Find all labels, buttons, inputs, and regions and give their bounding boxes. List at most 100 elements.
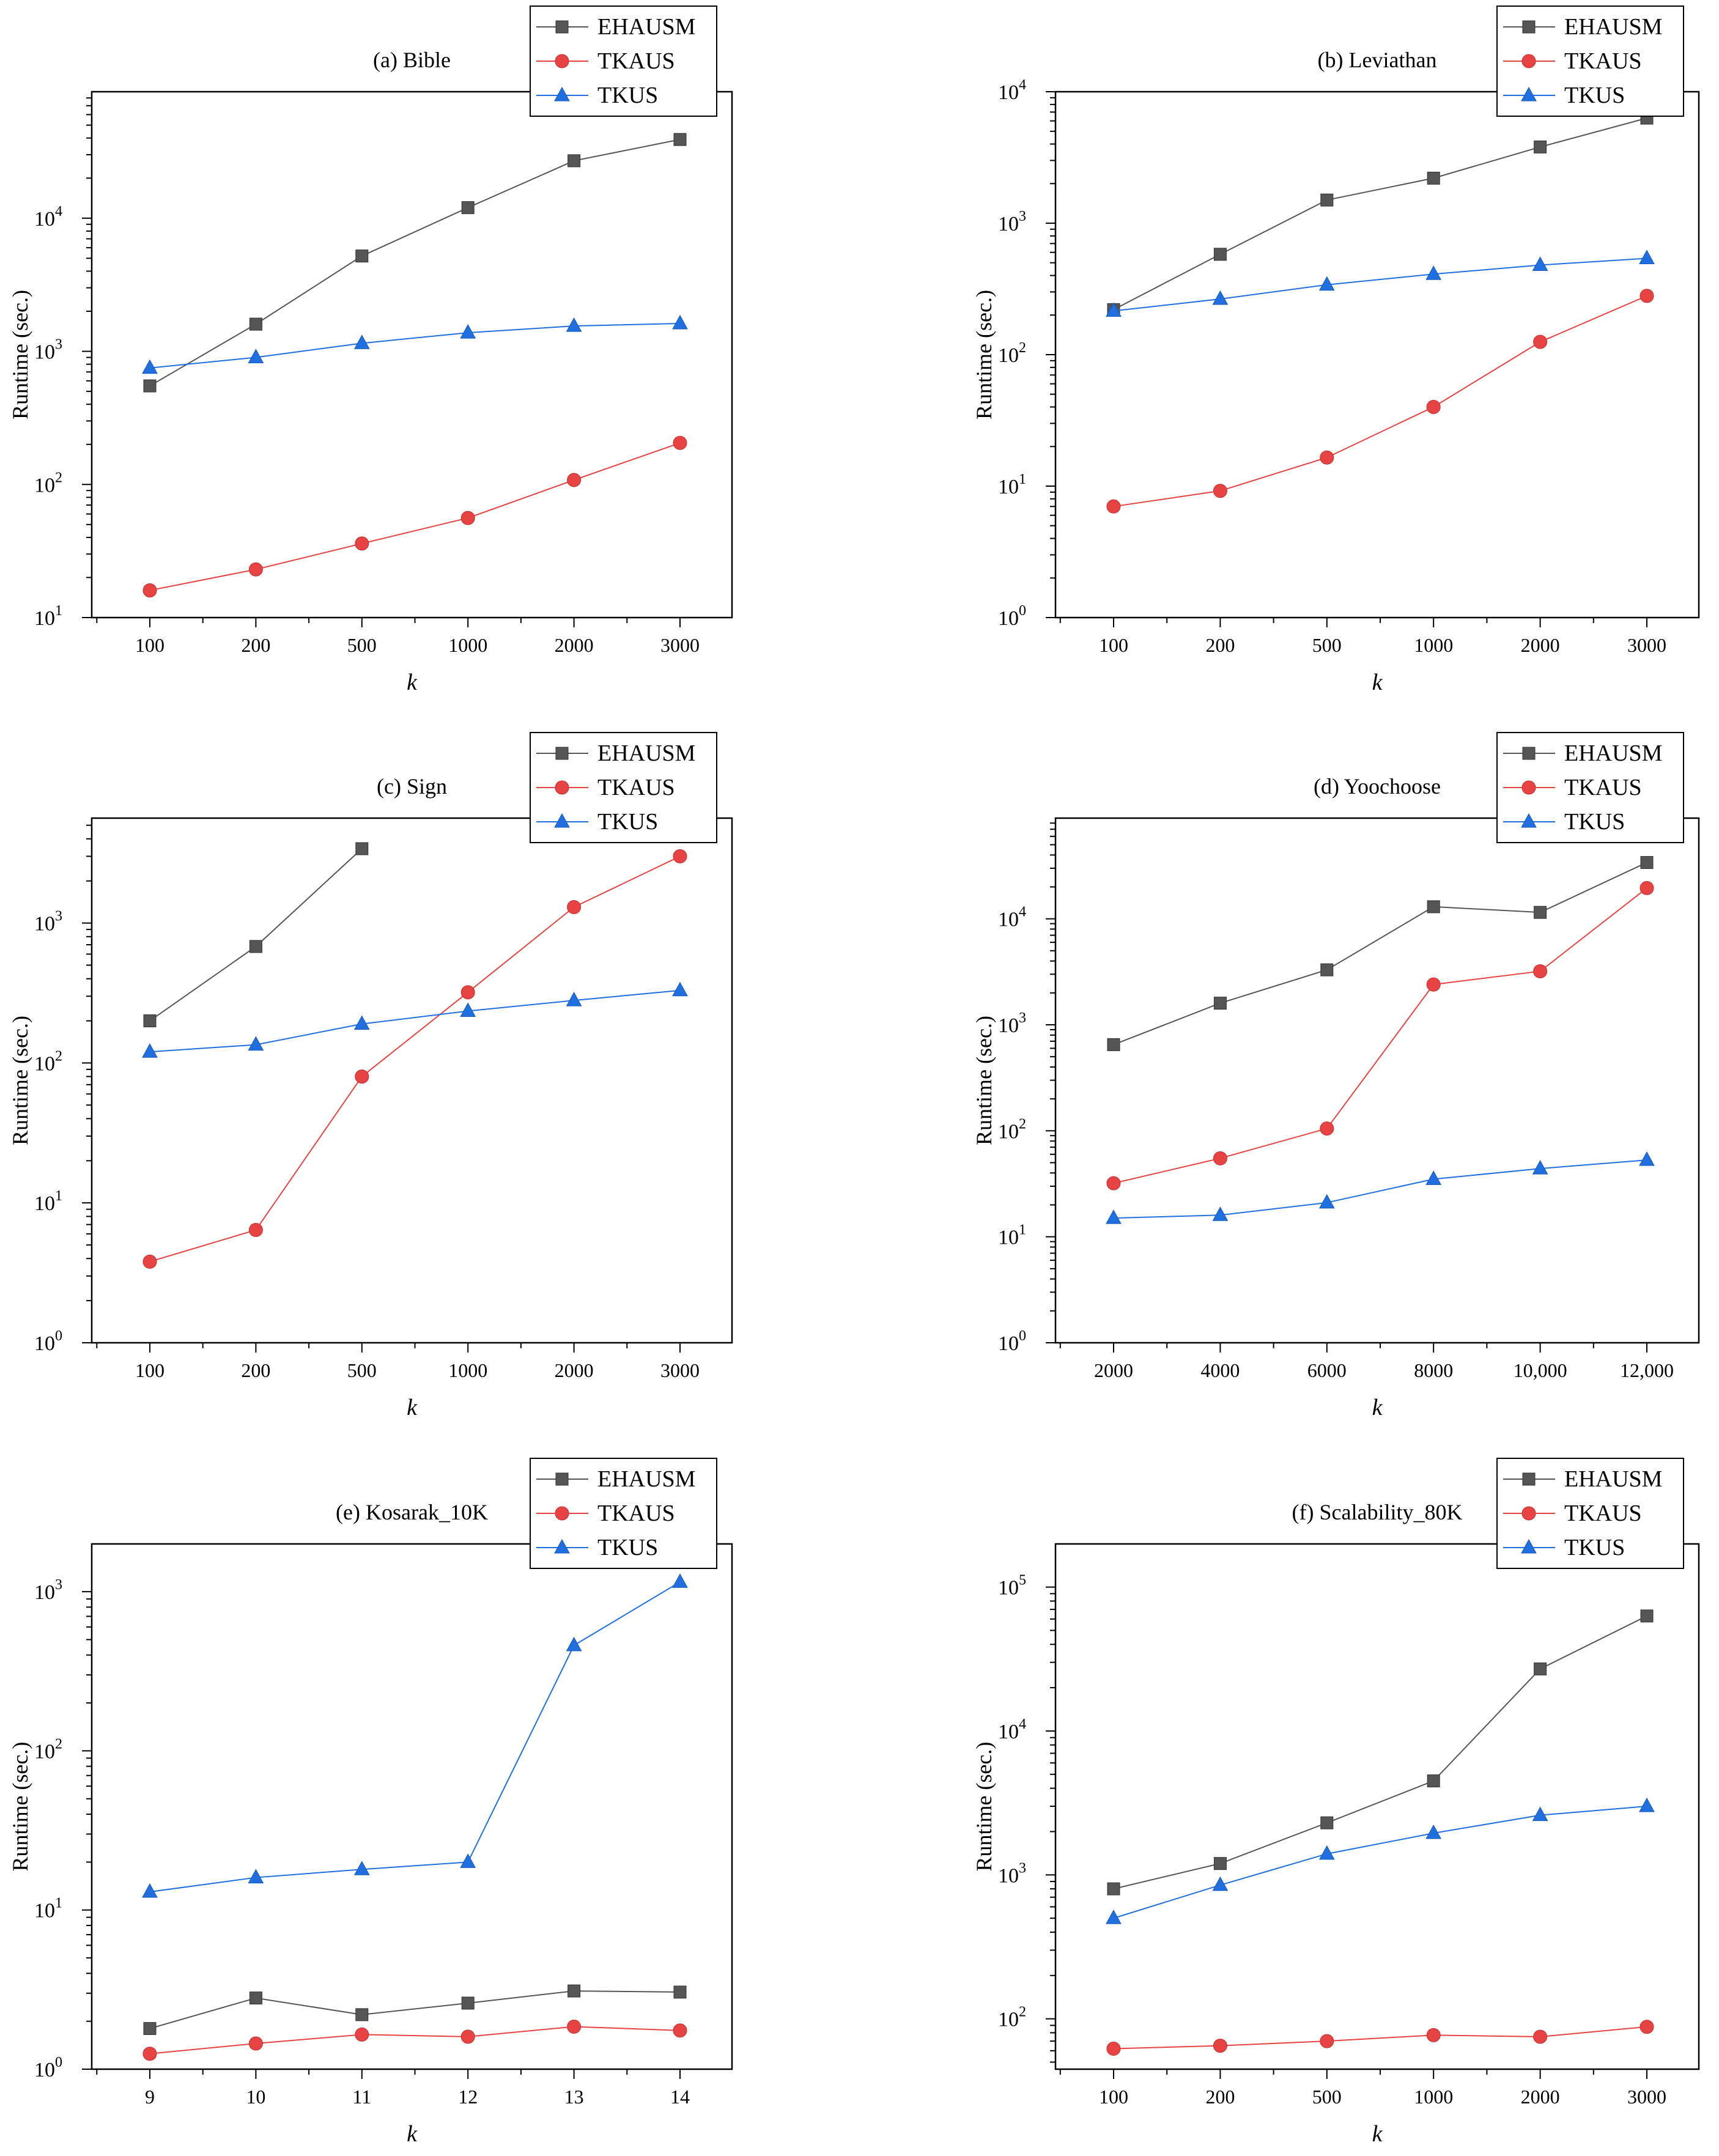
data-point — [142, 2047, 157, 2061]
series-line — [1113, 887, 1647, 1184]
data-point — [142, 1254, 157, 1269]
y-tick-exponent: 1 — [1019, 1222, 1026, 1238]
x-tick-label: 3000 — [660, 1359, 700, 1381]
data-point — [1320, 963, 1334, 976]
x-tick-label: 200 — [241, 634, 270, 656]
legend-marker — [555, 780, 569, 795]
data-point — [1532, 1160, 1548, 1175]
data-point — [1106, 499, 1121, 514]
series-tkaus — [1106, 289, 1654, 514]
chart-title: (e) Kosarak_10K — [336, 1500, 488, 1524]
y-tick-exponent: 2 — [55, 1048, 62, 1064]
y-tick-label: 101 — [998, 1222, 1026, 1249]
legend-marker — [1521, 1506, 1536, 1521]
y-tick-exponent: 0 — [1019, 1328, 1026, 1344]
data-point — [248, 1869, 264, 1884]
y-tick-label: 100 — [998, 1328, 1026, 1355]
series-tkaus — [142, 435, 687, 598]
y-tick-label: 100 — [998, 603, 1026, 630]
y-tick-exponent: 2 — [55, 1736, 62, 1752]
legend-label: EHAUSM — [1564, 1466, 1662, 1492]
y-tick-base: 10 — [34, 341, 55, 364]
y-tick-base: 10 — [998, 2009, 1019, 2031]
data-point — [1640, 880, 1654, 895]
x-tick-label: 100 — [135, 1359, 165, 1381]
series-line — [149, 2026, 681, 2054]
data-point — [248, 562, 263, 577]
data-point — [1320, 1121, 1334, 1136]
data-point — [566, 317, 582, 332]
x-tick-label: 500 — [347, 1359, 377, 1381]
x-axis-label: k — [1372, 670, 1383, 695]
series-line — [149, 1990, 681, 2029]
plot-frame — [1054, 1543, 1700, 2070]
plot-frame — [91, 1543, 733, 2070]
data-point — [1320, 2034, 1334, 2048]
data-point — [566, 1636, 582, 1652]
data-point — [672, 1573, 688, 1588]
y-axis-label: Runtime (sec.) — [8, 1016, 32, 1145]
y-tick-label: 101 — [34, 603, 62, 630]
y-axis-label: Runtime (sec.) — [8, 1742, 32, 1872]
y-tick-base: 10 — [34, 474, 55, 497]
y-axis-label: Runtime (sec.) — [972, 290, 996, 419]
data-point — [1106, 1910, 1122, 1924]
data-point — [248, 2036, 263, 2051]
data-point — [1426, 400, 1441, 415]
data-point — [355, 536, 369, 551]
data-point — [673, 2023, 687, 2038]
x-tick-label: 12,000 — [1620, 1359, 1674, 1381]
y-tick-exponent: 2 — [1019, 2004, 1026, 2020]
x-tick-label: 3000 — [1627, 2086, 1666, 2108]
data-point — [355, 2027, 369, 2042]
series-ehausm — [143, 1984, 687, 2036]
plot-frame — [1054, 90, 1700, 619]
data-point — [1533, 334, 1548, 349]
data-point — [248, 1036, 264, 1051]
y-tick-label: 102 — [998, 2004, 1026, 2031]
x-tick-label: 8000 — [1414, 1359, 1453, 1381]
legend-label: TKUS — [597, 809, 658, 835]
legend-marker — [554, 1538, 570, 1554]
data-point — [461, 201, 475, 215]
data-point — [143, 379, 157, 393]
plot-frame — [91, 90, 733, 619]
data-point — [142, 583, 157, 598]
y-tick-label: 103 — [998, 1010, 1026, 1037]
legend: EHAUSM TKAUS TKUS — [530, 1458, 717, 1569]
data-point — [142, 1043, 158, 1058]
data-point — [1425, 265, 1442, 280]
data-point — [355, 2008, 369, 2021]
y-tick-exponent: 2 — [1019, 1116, 1026, 1132]
x-tick-label: 10,000 — [1514, 1359, 1567, 1381]
data-point — [1639, 1797, 1655, 1812]
data-point — [142, 1883, 158, 1898]
y-tick-exponent: 4 — [55, 204, 62, 220]
data-point — [1320, 450, 1334, 465]
series-line — [149, 442, 681, 591]
data-point — [460, 985, 475, 1000]
legend-marker — [555, 20, 569, 34]
y-tick-exponent: 0 — [55, 2054, 62, 2070]
data-point — [1318, 1845, 1335, 1860]
series-ehausm — [143, 842, 369, 1028]
data-point — [1212, 290, 1229, 305]
x-tick-label: 200 — [1205, 2086, 1235, 2108]
y-tick-base: 10 — [998, 909, 1019, 931]
y-tick-exponent: 4 — [1019, 1716, 1026, 1732]
series-line — [1113, 1806, 1647, 1919]
x-axis-label: k — [407, 1395, 418, 1420]
data-point — [566, 992, 582, 1006]
data-point — [1106, 302, 1122, 317]
data-point — [1534, 140, 1547, 153]
x-tick-label: 14 — [670, 2086, 690, 2108]
data-point — [1427, 1774, 1440, 1788]
legend: EHAUSM TKAUS TKUS — [530, 6, 717, 117]
data-point — [353, 1861, 370, 1875]
data-point — [673, 133, 687, 146]
data-point — [1318, 276, 1335, 291]
legend-marker — [555, 1506, 569, 1521]
y-tick-base: 10 — [34, 1052, 55, 1075]
